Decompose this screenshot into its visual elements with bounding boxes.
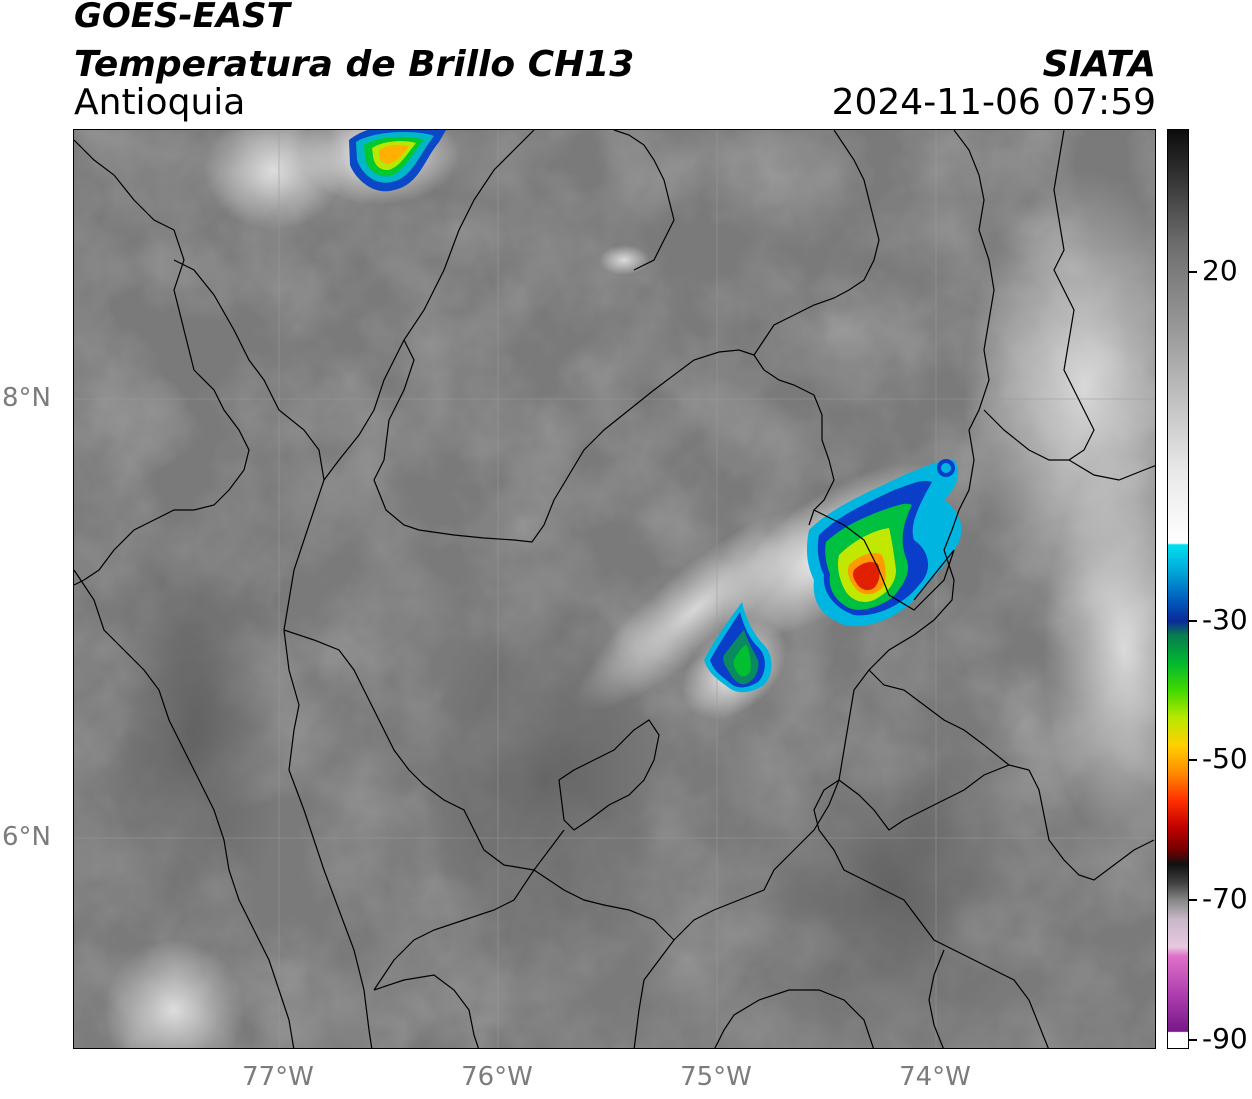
boundaries	[74, 130, 1155, 1048]
storm-cell-north	[349, 130, 446, 192]
lon-label-74w: 74°W	[899, 1062, 971, 1092]
cb-label-20: 20	[1202, 253, 1238, 287]
cb-tick-minus90	[1189, 1039, 1197, 1041]
cb-tick-20	[1189, 271, 1197, 273]
cb-label-minus30: -30	[1202, 602, 1248, 636]
cb-label-minus70: -70	[1202, 881, 1248, 915]
storm-cell-west	[704, 602, 772, 693]
cb-tick-minus70	[1189, 899, 1197, 901]
temperature-colorbar	[1167, 129, 1189, 1049]
cb-tick-minus50	[1189, 759, 1197, 761]
satellite-title: GOES-EAST	[74, 0, 290, 36]
lon-label-76w: 76°W	[461, 1062, 533, 1092]
region-title: Antioquia	[74, 82, 246, 123]
cb-tick-minus30	[1189, 620, 1197, 622]
lat-label-8n: 8°N	[2, 383, 51, 413]
cb-label-minus90: -90	[1202, 1021, 1248, 1055]
organization-title: SIATA	[1042, 44, 1156, 85]
lon-label-75w: 75°W	[680, 1062, 752, 1092]
graticule	[74, 130, 1155, 1048]
datetime-label: 2024-11-06 07:59	[831, 82, 1156, 123]
lon-label-77w: 77°W	[242, 1062, 314, 1092]
product-title: Temperatura de Brillo CH13	[74, 44, 635, 85]
cloud-brightness-features	[104, 130, 1155, 1048]
cb-label-minus50: -50	[1202, 741, 1248, 775]
storm-cell-east	[806, 459, 962, 627]
map-canvas	[74, 130, 1155, 1048]
lat-label-6n: 6°N	[2, 822, 51, 852]
satellite-map	[73, 129, 1156, 1049]
